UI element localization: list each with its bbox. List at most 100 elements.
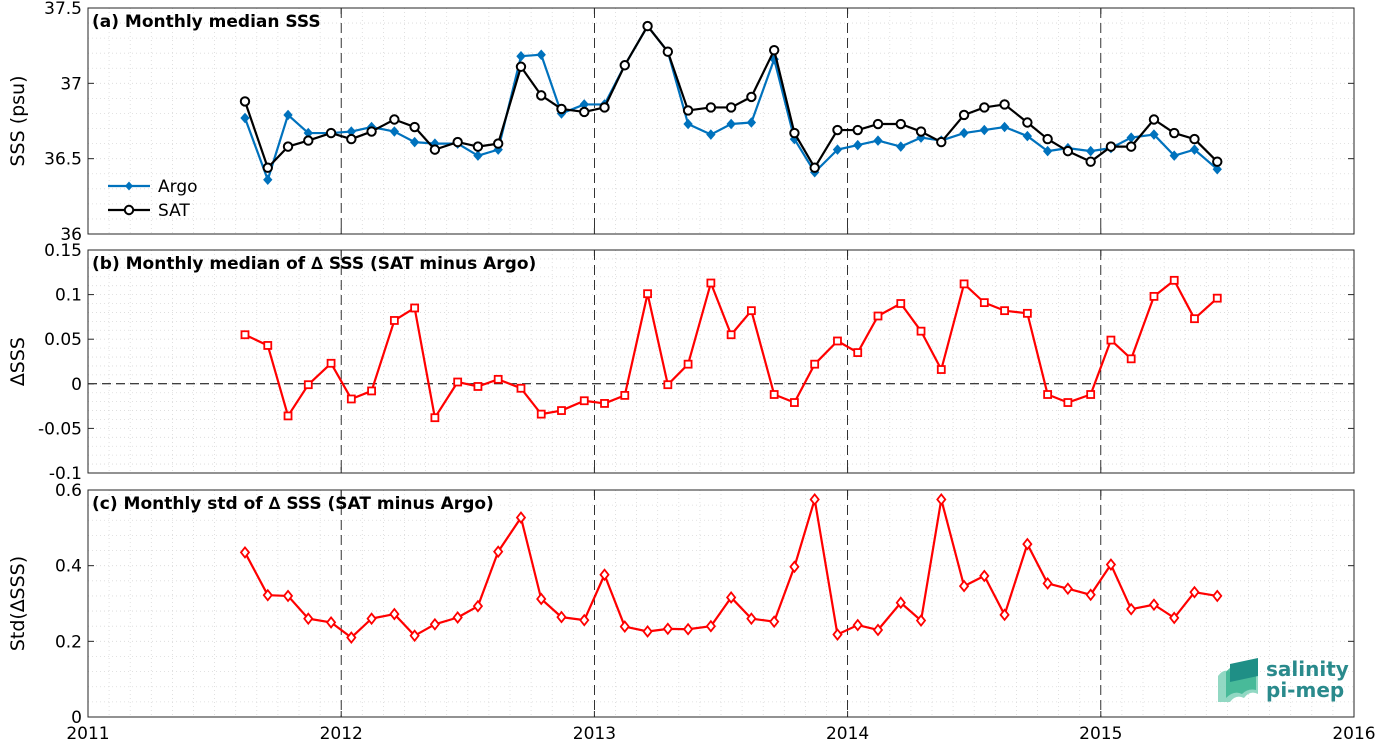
y-tick-label: 36.5 (44, 150, 82, 170)
data-point (959, 279, 969, 289)
grid-lines (88, 250, 1354, 473)
logo-line1: salinity (1266, 657, 1349, 681)
data-point (768, 44, 780, 56)
data-point (346, 631, 357, 644)
panel-monthly-median-sss: 36 36.5 37 37.5 SSS (psu) (a) Monthly median … (7, 0, 1355, 245)
data-point (958, 579, 970, 593)
data-point (1022, 308, 1032, 318)
data-point (896, 141, 906, 152)
data-point (979, 102, 990, 113)
data-point (999, 121, 1010, 133)
data-point (1106, 335, 1116, 345)
grid-lines (88, 490, 1354, 717)
data-point (769, 615, 780, 629)
data-point (599, 102, 610, 113)
data-point (325, 615, 337, 629)
data-point (706, 129, 716, 140)
data-point (1022, 117, 1033, 128)
y-axis-label: Std(∆SSS) (7, 556, 29, 651)
data-point (895, 118, 906, 130)
data-point (282, 589, 294, 603)
data-point (726, 118, 736, 130)
data-point (705, 619, 717, 633)
data-point (1148, 114, 1160, 125)
data-point (1126, 602, 1137, 616)
data-point (579, 613, 590, 627)
data-point (936, 493, 947, 506)
logo-wave-icon (1218, 658, 1258, 702)
data-point (725, 102, 737, 113)
panel-monthly-std-delta-sss: 0 0.2 0.4 0.6 2011 2012 2013 2014 2015 2016 Std(∆S… (7, 481, 1376, 744)
data-point (472, 141, 484, 152)
data-point (599, 568, 610, 582)
data-point (1105, 141, 1117, 152)
x-tick-label: 2013 (573, 724, 616, 744)
data-point (916, 132, 926, 143)
data-point (536, 409, 546, 419)
data-point (1022, 537, 1033, 551)
data-point (810, 359, 820, 369)
data-point (915, 126, 927, 137)
x-tick-label: 2016 (1332, 724, 1375, 744)
data-point (515, 61, 527, 72)
data-point (916, 326, 926, 336)
data-point (556, 103, 567, 115)
data-point (430, 413, 440, 423)
data-point (896, 299, 906, 308)
data-point (536, 49, 546, 60)
data-point (1085, 588, 1096, 602)
data-point (642, 20, 653, 32)
data-point (1126, 354, 1136, 364)
legend: Argo SAT (108, 177, 198, 221)
data-point (999, 608, 1010, 622)
data-point (1000, 306, 1009, 316)
data-point (472, 599, 484, 613)
data-point (769, 390, 779, 399)
grid-lines (88, 8, 1354, 234)
data-point (1022, 130, 1033, 142)
data-point (453, 377, 463, 387)
data-point (1062, 582, 1074, 596)
data-point (492, 138, 504, 149)
data-point (853, 139, 863, 151)
plot-area (88, 250, 1354, 473)
data-point (852, 124, 863, 136)
data-point (1043, 390, 1053, 399)
data-point (263, 174, 273, 186)
panel-monthly-median-delta-sss: -0.1 -0.05 0 0.05 0.1 0.15 ∆SSS (b) Monthly med… (7, 241, 1355, 484)
data-point (915, 614, 927, 627)
data-point (790, 398, 799, 407)
data-point (852, 618, 863, 632)
data-point (726, 330, 736, 340)
y-axis-label: ∆SSS (7, 337, 29, 387)
data-point (853, 348, 863, 357)
y-tick-label: -0.1 (49, 464, 82, 484)
data-point (303, 612, 314, 626)
data-point (619, 60, 630, 71)
y-axis-label: SSS (psu) (7, 75, 29, 166)
y-tick-label: 37 (60, 74, 82, 94)
data-point (1212, 156, 1223, 167)
data-point (282, 141, 294, 152)
data-point (936, 136, 947, 148)
logo-line2: pi-mep (1266, 678, 1344, 702)
data-point (452, 136, 463, 148)
plot-frame (87, 7, 1355, 235)
data-point (873, 311, 883, 321)
data-point (409, 121, 420, 133)
data-point (366, 612, 377, 626)
data-point (682, 105, 694, 116)
data-point (872, 623, 884, 637)
y-tick-label: -0.05 (38, 419, 82, 439)
series-sat (239, 20, 1223, 173)
data-point (705, 102, 717, 113)
data-point (832, 144, 843, 155)
data-point (303, 135, 314, 146)
legend-label: SAT (158, 201, 190, 221)
data-point (979, 298, 989, 308)
data-point (1086, 145, 1096, 157)
data-point (832, 628, 843, 641)
salinity-pi-mep-logo: salinity pi-mep (1218, 657, 1349, 702)
data-point (999, 99, 1010, 110)
data-point (1042, 577, 1053, 590)
